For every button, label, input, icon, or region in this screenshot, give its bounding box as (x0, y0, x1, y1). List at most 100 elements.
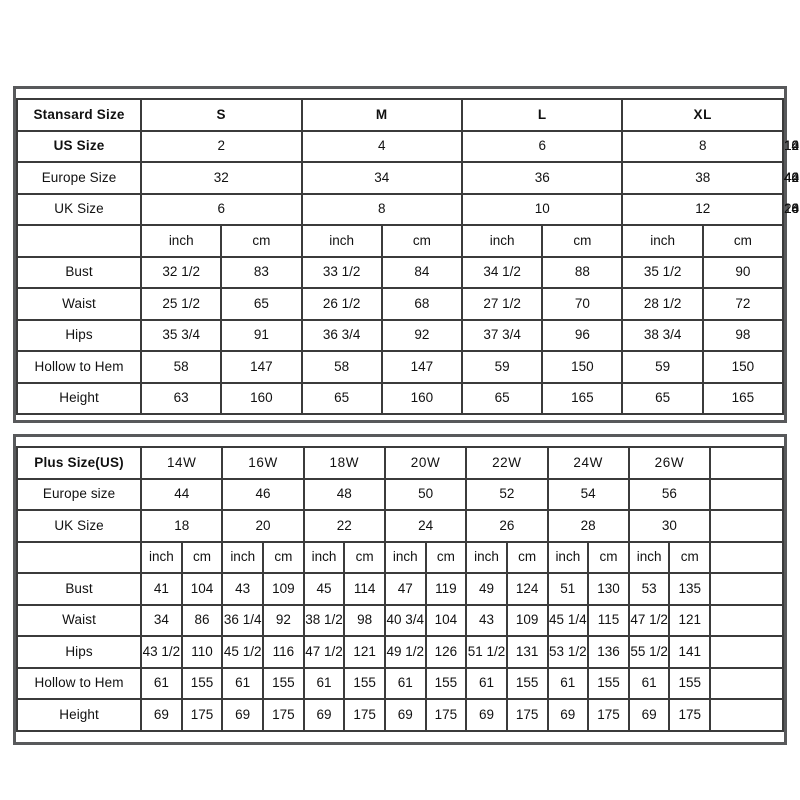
cell-height-inch-22w: 69 (465, 698, 508, 732)
cell-europe-size-22w: 52 (465, 477, 549, 511)
cell-waist-inch-22w: 43 (465, 603, 508, 637)
cell-uk-size-26w: 30 (627, 509, 712, 543)
unit-cm-20w: cm (424, 540, 468, 574)
table-filler (709, 635, 784, 669)
measure-row-hips: Hips 35 3/4 91 36 3/4 92 37 3/4 96 38 3/4 98 (15, 318, 784, 352)
cell-hips-cm-24w: 136 (587, 635, 630, 669)
unit-inch-20w: inch (383, 540, 427, 574)
cell-bust-inch-18w: 45 (302, 572, 346, 606)
size-group-header-16w: 16W (221, 446, 305, 480)
row-label-uk-size: UK Size (15, 509, 143, 543)
cell-height-inch-26w: 69 (627, 698, 671, 732)
unit-inch-s: inch (140, 224, 223, 258)
cell-bust-cm-24w: 130 (587, 572, 630, 606)
cell-hollow-to-hem-inch-m: 58 (300, 350, 383, 384)
cell-europe-size-m: 34 (300, 161, 464, 195)
cell-hollow-to-hem-cm-20w: 155 (424, 666, 468, 700)
cell-europe-size-s: 32 (140, 161, 303, 195)
cell-uk-size-22w: 26 (465, 509, 549, 543)
measure-row-hollow-to-hem: Hollow to Hem 61 155 61 155 61 155 61 155 61 155 61… (15, 666, 784, 700)
cell-waist-cm-m: 68 (380, 287, 464, 321)
cell-uk-size-20w: 24 (383, 509, 468, 543)
cell-us-size-s: 2 (140, 129, 303, 163)
cell-hollow-to-hem-inch-24w: 61 (546, 666, 590, 700)
cell-bust-cm-s: 83 (220, 255, 303, 289)
cell-waist-cm-14w: 86 (180, 603, 224, 637)
unit-inch-14w: inch (140, 540, 183, 574)
measure-row-bust: Bust 32 1/2 83 33 1/2 84 34 1/2 88 35 1/2 90 (15, 255, 784, 289)
unit-inch-22w: inch (465, 540, 508, 574)
cell-height-inch-xl: 65 (621, 381, 704, 415)
unit-inch-m: inch (300, 224, 383, 258)
size-group-header-s: S (140, 98, 303, 132)
cell-waist-cm-20w: 104 (424, 603, 468, 637)
cell-height-cm-m: 160 (380, 381, 464, 415)
cell-hollow-to-hem-cm-m: 147 (380, 350, 464, 384)
plus-table-top-strip (16, 437, 784, 446)
cell-waist-inch-20w: 40 3/4 (383, 603, 427, 637)
cell-hollow-to-hem-cm-xl: 150 (701, 350, 784, 384)
cell-bust-inch-14w: 41 (140, 572, 183, 606)
cell-uk-size-l: 10 (461, 192, 624, 226)
size-group-header-18w: 18W (302, 446, 386, 480)
cell-height-cm-24w: 175 (587, 698, 630, 732)
cell-height-inch-s: 63 (140, 381, 223, 415)
size-row-us-size: US Size 2 4 6 8 10 12 14 16 (15, 129, 799, 163)
table-corner-label: Stansard Size (15, 98, 143, 132)
table-filler (709, 477, 784, 511)
cell-hollow-to-hem-cm-s: 147 (220, 350, 303, 384)
cell-hips-cm-xl: 98 (701, 318, 784, 352)
cell-waist-cm-xl: 72 (701, 287, 784, 321)
table-filler (709, 666, 784, 700)
cell-hollow-to-hem-inch-22w: 61 (465, 666, 508, 700)
size-group-header-l: L (461, 98, 624, 132)
cell-hips-inch-22w: 51 1/2 (465, 635, 508, 669)
unit-inch-24w: inch (546, 540, 590, 574)
cell-waist-cm-18w: 98 (343, 603, 386, 637)
cell-waist-inch-l: 27 1/2 (461, 287, 544, 321)
size-row-uk-size: UK Size 18 20 22 24 26 28 30 (15, 509, 784, 543)
cell-hips-cm-20w: 126 (424, 635, 468, 669)
cell-waist-inch-xl: 28 1/2 (621, 287, 704, 321)
table-filler (709, 540, 784, 574)
table-corner-label: Plus Size(US) (15, 446, 143, 480)
cell-height-cm-l: 165 (541, 381, 624, 415)
unit-cm-22w: cm (505, 540, 549, 574)
size-row-europe-size: Europe Size 32 34 36 38 40 42 44 46 (15, 161, 799, 195)
cell-hollow-to-hem-cm-22w: 155 (505, 666, 549, 700)
cell-waist-inch-26w: 47 1/2 (627, 603, 671, 637)
cell-waist-inch-14w: 34 (140, 603, 183, 637)
size-group-header-14w: 14W (140, 446, 224, 480)
unit-row: inch cm inch cm inch cm inch cm inch cm inch cm inch… (15, 540, 784, 574)
unit-cm-16w: cm (262, 540, 305, 574)
unit-row-blank-label (15, 224, 143, 258)
cell-europe-size-24w: 54 (546, 477, 630, 511)
cell-hips-inch-24w: 53 1/2 (546, 635, 590, 669)
row-label-height: Height (15, 698, 143, 732)
cell-bust-cm-m: 84 (380, 255, 464, 289)
cell-uk-size-14w: 18 (140, 509, 224, 543)
unit-inch-18w: inch (302, 540, 346, 574)
cell-height-inch-m: 65 (300, 381, 383, 415)
cell-hollow-to-hem-cm-14w: 155 (180, 666, 224, 700)
standard-size-table-container: Stansard Size S M L XL US Size 2 4 6 8 10 12 14 16 Eur… (13, 86, 799, 423)
cell-waist-inch-m: 26 1/2 (300, 287, 383, 321)
size-group-header-20w: 20W (383, 446, 468, 480)
row-label-waist: Waist (15, 287, 143, 321)
cell-europe-size-16w: 46 (221, 477, 305, 511)
measure-row-waist: Waist 25 1/2 65 26 1/2 68 27 1/2 70 28 1/2 72 (15, 287, 784, 321)
cell-uk-size-18w: 22 (302, 509, 386, 543)
cell-hips-cm-22w: 131 (505, 635, 549, 669)
measure-row-height: Height 69 175 69 175 69 175 69 175 69 175 69 175 69 17… (15, 698, 784, 732)
size-group-header-xl: XL (621, 98, 784, 132)
cell-height-inch-l: 65 (461, 381, 544, 415)
table-filler (709, 509, 784, 543)
cell-hollow-to-hem-inch-20w: 61 (383, 666, 427, 700)
cell-bust-cm-26w: 135 (668, 572, 712, 606)
unit-row: inch cm inch cm inch cm inch cm (15, 224, 784, 258)
cell-us-size-l: 6 (461, 129, 624, 163)
cell-waist-cm-16w: 92 (262, 603, 305, 637)
row-label-europe-size: Europe Size (15, 161, 143, 195)
unit-cm-18w: cm (343, 540, 386, 574)
